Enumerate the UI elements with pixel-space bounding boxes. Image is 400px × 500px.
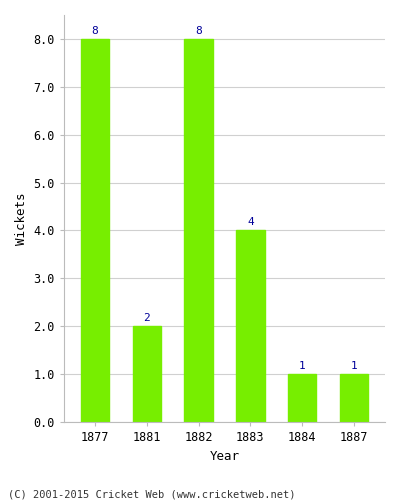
Text: (C) 2001-2015 Cricket Web (www.cricketweb.net): (C) 2001-2015 Cricket Web (www.cricketwe…	[8, 490, 296, 500]
Bar	[81, 39, 109, 422]
Bar	[132, 326, 161, 422]
Bar	[340, 374, 368, 422]
Text: 8: 8	[92, 26, 98, 36]
Bar	[236, 230, 265, 422]
X-axis label: Year: Year	[210, 450, 240, 462]
Text: 2: 2	[144, 313, 150, 323]
Y-axis label: Wickets: Wickets	[15, 192, 28, 244]
Bar	[184, 39, 213, 422]
Text: 4: 4	[247, 217, 254, 227]
Text: 1: 1	[350, 360, 357, 370]
Text: 8: 8	[195, 26, 202, 36]
Bar	[288, 374, 316, 422]
Text: 1: 1	[299, 360, 306, 370]
